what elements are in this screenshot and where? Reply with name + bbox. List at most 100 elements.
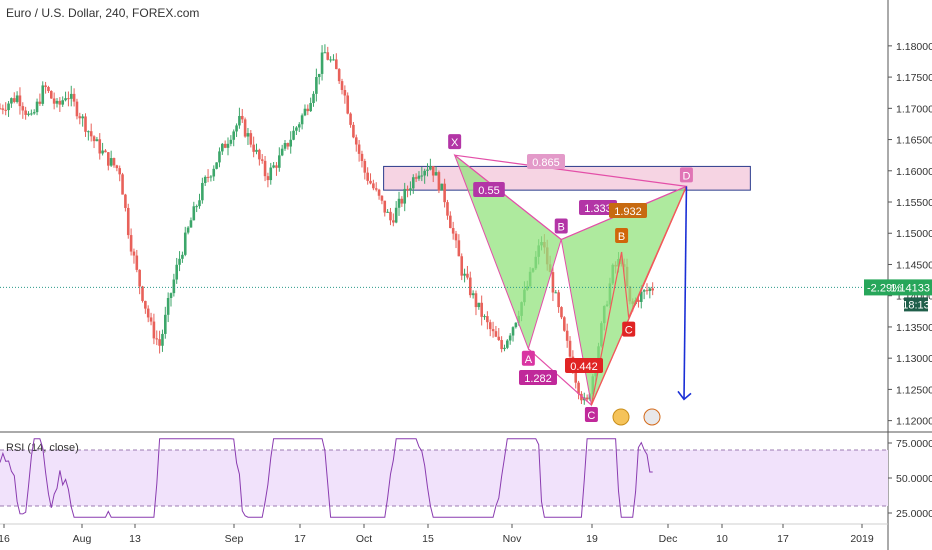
candle <box>289 131 293 154</box>
ratio-ac-text: 1.282 <box>524 373 552 385</box>
candle-body <box>152 321 156 339</box>
candle <box>480 295 483 326</box>
candle <box>414 173 418 183</box>
candle-body <box>141 286 144 301</box>
candle-body <box>580 393 583 401</box>
candle-body <box>58 100 62 105</box>
point-b2-label: B <box>615 227 629 243</box>
point-x-label-bg <box>448 134 462 150</box>
candle <box>186 226 190 235</box>
candle-body <box>323 52 327 54</box>
candle <box>275 162 278 176</box>
candle <box>403 182 407 212</box>
candle-body <box>189 220 193 228</box>
candle <box>369 173 372 185</box>
candle-body <box>563 317 566 331</box>
candle <box>104 149 107 153</box>
candle <box>215 162 218 170</box>
candle <box>201 177 204 204</box>
candle-body <box>21 106 25 111</box>
candle <box>645 283 649 295</box>
candle-body <box>87 131 90 133</box>
candle <box>295 126 298 135</box>
candle-body <box>642 290 646 292</box>
current-price-tag-bg <box>864 279 932 296</box>
candle-body <box>12 98 16 102</box>
ratio-xb: 0.55 <box>473 182 505 197</box>
candle-body <box>10 98 13 104</box>
time-tick-label: Sep <box>225 533 244 545</box>
rsi-tick-label: 50.00000 <box>896 473 932 485</box>
rsi-axis: 75.00000 50.00000 25.00000 <box>888 438 932 520</box>
candle-body <box>278 155 281 168</box>
candle-body <box>434 172 438 176</box>
candle-body <box>283 143 287 149</box>
candle <box>474 290 478 316</box>
candle-body <box>221 143 224 152</box>
candle <box>637 297 640 308</box>
candle <box>280 144 284 157</box>
candle <box>417 171 421 181</box>
point-d-label-text: D <box>682 170 690 182</box>
point-b2-label-text: B <box>618 231 625 243</box>
candle-body <box>306 108 310 112</box>
candle-body <box>511 327 515 336</box>
ratio-bd-text: 1.333 <box>584 203 612 215</box>
candle <box>192 201 196 221</box>
abcd-line-cb <box>590 251 623 406</box>
candle <box>491 321 495 338</box>
candle <box>72 88 76 107</box>
price-tick-label: 1.15500 <box>896 197 932 209</box>
candle-body <box>149 317 153 322</box>
candle-body <box>64 98 67 101</box>
candle <box>47 85 50 93</box>
price-tick-label: 1.16500 <box>896 135 932 147</box>
candle <box>500 336 503 353</box>
candle-body <box>440 183 444 191</box>
time-tick-label: 13 <box>129 533 141 545</box>
candle-body <box>72 93 76 102</box>
candle <box>437 170 441 194</box>
candle-body <box>437 172 441 191</box>
candle-body <box>466 273 469 278</box>
candle <box>560 306 563 320</box>
candle <box>84 113 87 137</box>
candle <box>372 179 375 191</box>
candle-body <box>209 176 213 178</box>
ratio-bd-bg <box>579 200 617 215</box>
candle-body <box>81 116 84 119</box>
candle-body <box>429 166 432 170</box>
candle-body <box>52 98 56 104</box>
candle-body <box>186 227 190 233</box>
current-price-tag: -2.29%1.14133 18:13 <box>864 279 932 312</box>
candle <box>383 200 387 217</box>
candle-body <box>144 300 147 309</box>
candle <box>52 92 56 110</box>
ratio-ac: 1.282 <box>519 370 557 385</box>
candle <box>511 326 515 342</box>
candle <box>354 134 358 152</box>
candle-body <box>471 293 475 296</box>
candle-body <box>357 144 361 154</box>
current-price-value: 1.14133 <box>890 282 930 294</box>
event-icons <box>612 408 661 426</box>
candle-body <box>326 52 330 60</box>
ratio-cd: 1.932 <box>609 203 647 218</box>
candle <box>374 182 378 192</box>
candle-body <box>454 233 458 241</box>
candle-body <box>320 52 324 74</box>
time-tick-label: Oct <box>356 533 372 545</box>
candle <box>392 213 395 227</box>
candle <box>463 268 466 283</box>
candle <box>352 122 355 139</box>
candle-body <box>449 215 452 229</box>
candle <box>309 97 312 112</box>
candle-body <box>38 101 42 104</box>
candle <box>471 290 475 299</box>
candle <box>326 46 330 61</box>
candle-body <box>486 316 489 323</box>
candle-body <box>260 159 264 161</box>
candle-body <box>47 87 50 92</box>
candle <box>112 157 116 168</box>
